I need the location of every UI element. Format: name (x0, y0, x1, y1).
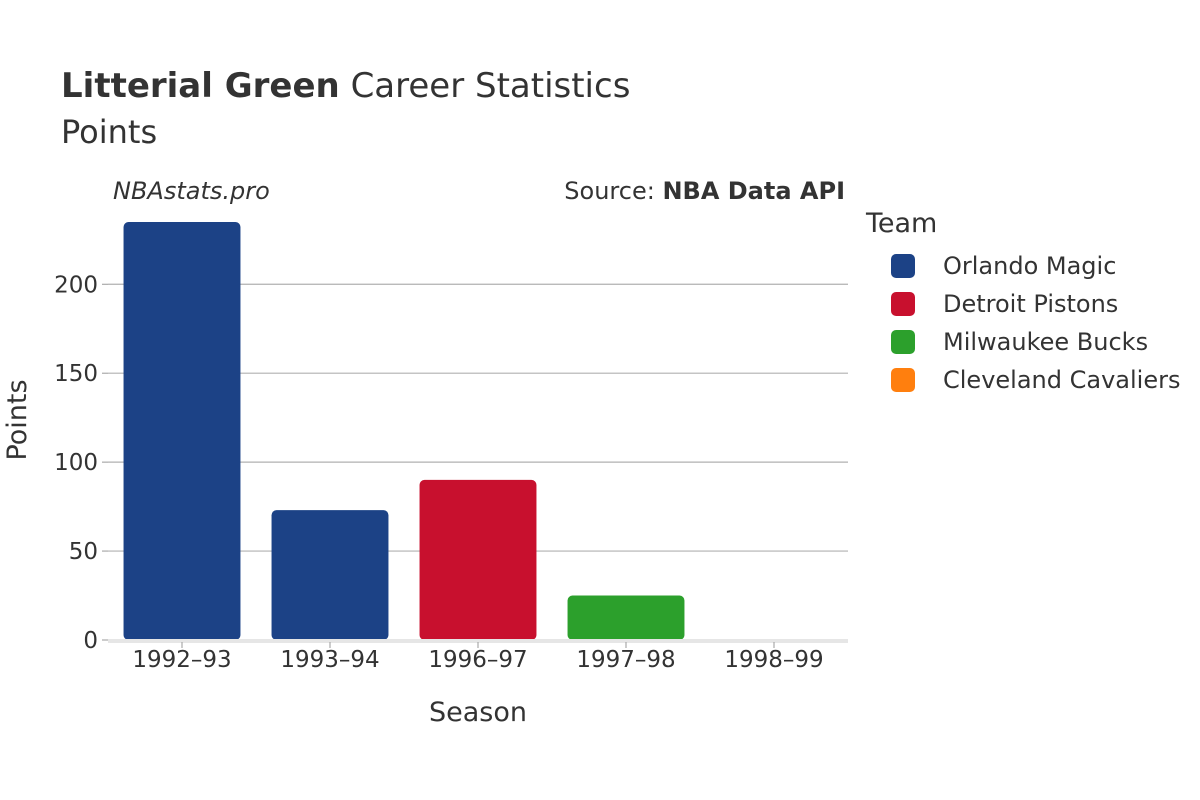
bar[interactable] (567, 595, 685, 640)
legend-swatch (891, 292, 915, 316)
y-tick-label: 0 (83, 628, 98, 654)
title-suffix: Career Statistics (350, 66, 631, 106)
y-tick-label: 100 (54, 450, 98, 476)
x-axis-label: Season (429, 697, 527, 728)
legend-label: Detroit Pistons (943, 290, 1119, 318)
legend-swatch (891, 254, 915, 278)
y-tick-label: 150 (54, 361, 98, 387)
bar[interactable] (271, 510, 389, 640)
y-tick-label: 50 (69, 539, 98, 565)
legend-item-milwaukee-bucks[interactable]: Milwaukee Bucks (866, 323, 1180, 361)
legend-item-orlando-magic[interactable]: Orlando Magic (866, 247, 1180, 285)
bar[interactable] (123, 222, 241, 640)
bar[interactable] (419, 479, 537, 640)
axes: 0 50 100 150 200 1992–93 1993–94 1996–97 1997–98… (54, 272, 848, 673)
legend-item-cleveland-cavaliers[interactable]: Cleveland Cavaliers (866, 361, 1180, 399)
x-tick-label: 1993–94 (280, 647, 379, 673)
x-tick-label: 1996–97 (428, 647, 527, 673)
source-credit: Source: NBA Data API (564, 177, 845, 205)
y-axis-label: Points (2, 379, 33, 460)
legend-swatch (891, 368, 915, 392)
legend-label: Orlando Magic (943, 252, 1117, 280)
source-name: NBA Data API (662, 177, 845, 205)
bars (123, 222, 685, 640)
x-tick-label: 1997–98 (576, 647, 675, 673)
legend-swatch (891, 330, 915, 354)
legend-label: Cleveland Cavaliers (943, 366, 1181, 394)
chart-subtitle: Points (61, 113, 158, 151)
site-credit: NBAstats.pro (113, 177, 270, 205)
legend-items: Orlando Magic Detroit Pistons Milwaukee … (866, 247, 1180, 399)
x-tick-label: 1992–93 (132, 647, 231, 673)
source-prefix: Source: (564, 177, 663, 205)
x-tick-label: 1998–99 (724, 647, 823, 673)
legend-item-detroit-pistons[interactable]: Detroit Pistons (866, 285, 1180, 323)
player-name: Litterial Green (61, 66, 340, 106)
legend-label: Milwaukee Bucks (943, 328, 1149, 356)
legend: Team Orlando Magic Detroit Pistons Milwa… (866, 208, 1180, 399)
y-tick-label: 200 (54, 272, 98, 298)
legend-title: Team (866, 208, 938, 239)
chart-title: Litterial Green Career Statistics (61, 66, 630, 106)
